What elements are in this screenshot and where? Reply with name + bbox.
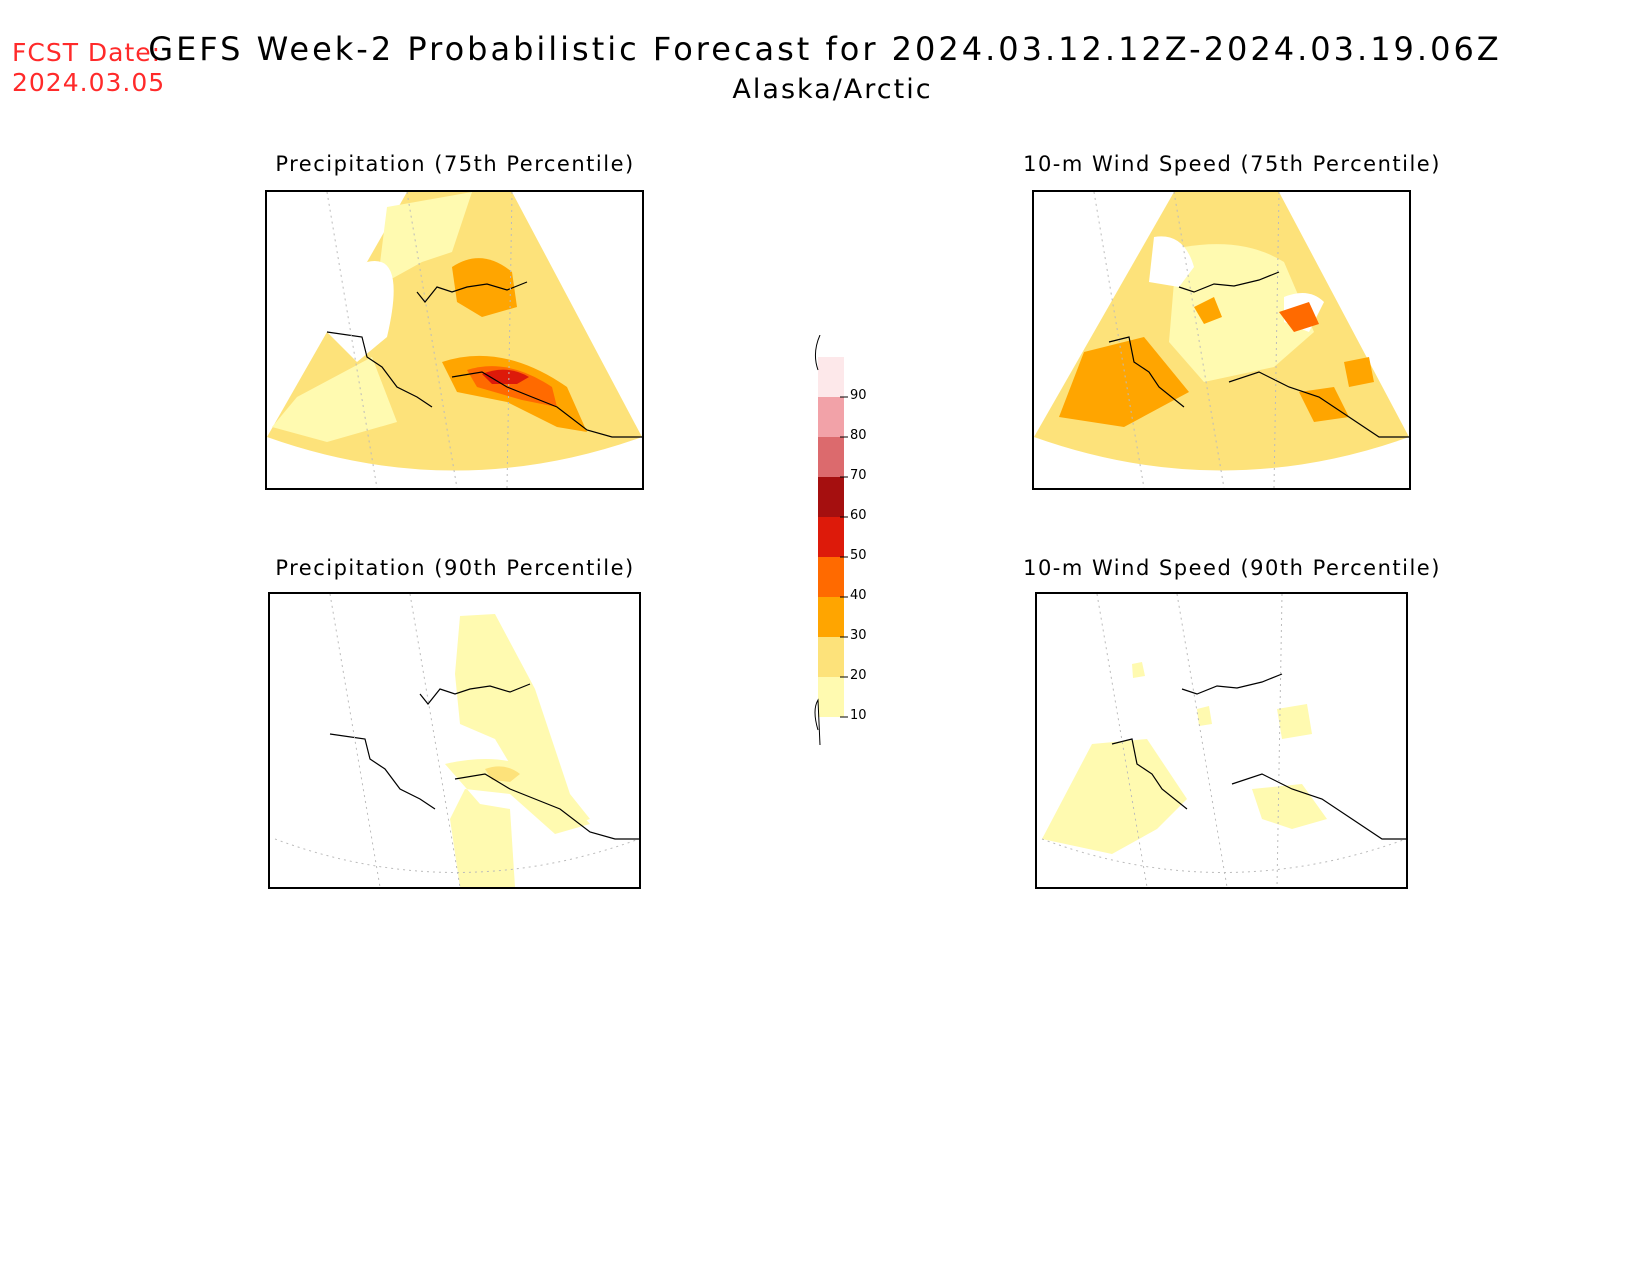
colorbar-tick-label: 10 [850, 708, 867, 723]
panel-title-precip-90: Precipitation (90th Percentile) [275, 556, 635, 580]
colorbar-swatch [818, 517, 844, 557]
colorbar-tick-label: 90 [850, 388, 867, 403]
colorbar-swatches [818, 357, 848, 718]
forecast-date-caption: FCST Date: [12, 38, 162, 67]
colorbar-tick-label: 50 [850, 548, 867, 563]
colorbar-tick-label: 30 [850, 628, 867, 643]
main-title: GEFS Week-2 Probabilistic Forecast for 2… [0, 30, 1650, 105]
map-wind-90 [1035, 592, 1408, 889]
colorbar-swatch [818, 397, 844, 437]
colorbar-swatch [818, 677, 844, 717]
colorbar-swatch [818, 357, 844, 397]
colorbar-swatch [818, 437, 844, 477]
forecast-date-label: FCST Date: 2024.03.05 [12, 38, 165, 98]
colorbar-tick-label: 40 [850, 588, 867, 603]
colorbar-swatch [818, 557, 844, 597]
main-title-text: GEFS Week-2 Probabilistic Forecast for 2… [148, 30, 1502, 68]
colorbar-tick-label: 80 [850, 428, 867, 443]
panel-title-wind-75: 10-m Wind Speed (75th Percentile) [1023, 152, 1441, 176]
colorbar-legend: 90 80 70 60 50 40 30 20 10 [812, 335, 892, 745]
colorbar-tick-label: 60 [850, 508, 867, 523]
colorbar-swatch [818, 637, 844, 677]
forecast-date-value: 2024.03.05 [12, 68, 166, 97]
colorbar-tick-label: 70 [850, 468, 867, 483]
colorbar-swatch [818, 597, 844, 637]
colorbar-swatch [818, 477, 844, 517]
panel-title-precip-75: Precipitation (75th Percentile) [275, 152, 635, 176]
map-precip-75 [265, 190, 644, 490]
panel-title-wind-90: 10-m Wind Speed (90th Percentile) [1023, 556, 1441, 580]
map-wind-75 [1032, 190, 1411, 490]
main-subtitle: Alaska/Arctic [732, 74, 933, 105]
colorbar-tick-label: 20 [850, 668, 867, 683]
map-precip-90 [268, 592, 641, 889]
